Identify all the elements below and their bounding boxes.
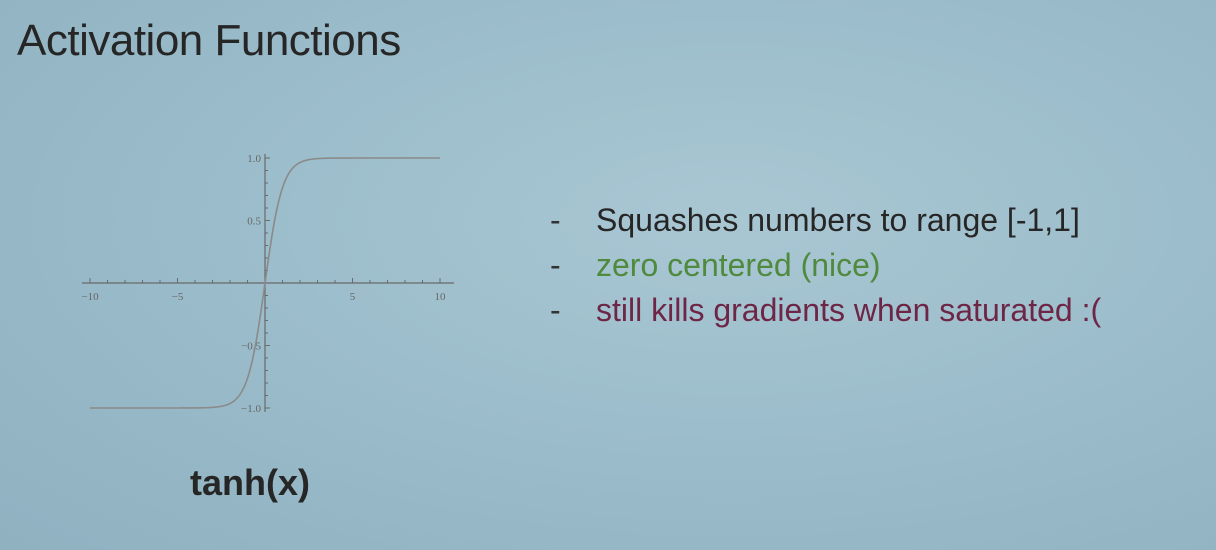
bullet-list: - Squashes numbers to range [-1,1] - zer… — [550, 198, 1101, 333]
bullet-text: Squashes numbers to range [-1,1] — [596, 202, 1080, 238]
bullet-dash: - — [550, 202, 561, 238]
bullet-text: zero centered (nice) — [596, 247, 881, 283]
bullet-item: - Squashes numbers to range [-1,1] — [550, 198, 1101, 243]
tanh-curve — [90, 157, 440, 409]
bullet-dash: - — [550, 247, 561, 283]
x-tick-label: −5 — [172, 291, 184, 303]
x-tick-label: 5 — [350, 291, 356, 303]
y-tick-label: −0.5 — [241, 341, 261, 353]
bullet-text: still kills gradients when saturated :( — [596, 292, 1102, 328]
function-label: tanh(x) — [190, 462, 310, 503]
bullet-item: - still kills gradients when saturated :… — [550, 288, 1101, 333]
bullet-item: - zero centered (nice) — [550, 243, 1101, 288]
y-tick-label: 1.0 — [247, 153, 261, 165]
x-tick-label: 10 — [435, 291, 447, 303]
y-tick-label: −1.0 — [241, 403, 261, 415]
bullet-dash: - — [550, 292, 561, 328]
y-tick-label: 0.5 — [247, 216, 261, 228]
slide-title: Activation Functions — [17, 16, 401, 65]
x-tick-label: −10 — [81, 291, 99, 303]
tanh-chart: −10 −5 5 10 1.0 0.5 −0.5 −1.0 — [81, 153, 454, 415]
